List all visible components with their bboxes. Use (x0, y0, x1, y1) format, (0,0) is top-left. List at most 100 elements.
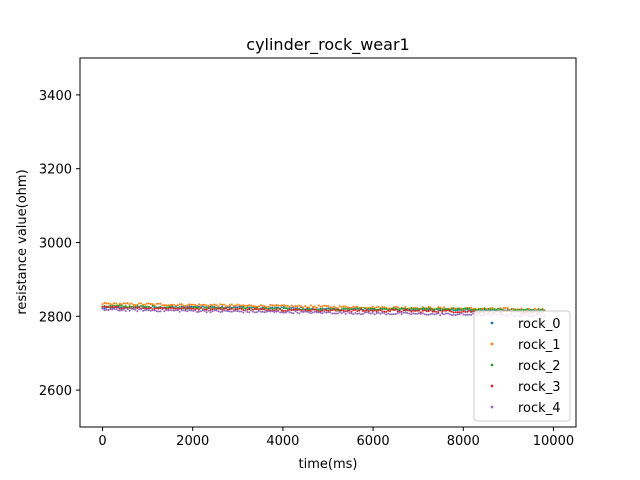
data-point (244, 309, 247, 312)
data-point (414, 312, 417, 315)
data-point (161, 308, 164, 311)
data-point (385, 313, 388, 316)
x-axis-label: time(ms) (299, 457, 358, 472)
data-point (153, 304, 156, 307)
data-point (364, 307, 366, 310)
data-point (227, 308, 229, 311)
data-point (194, 309, 197, 312)
data-point (458, 309, 461, 311)
data-point (153, 309, 156, 312)
data-point (381, 307, 384, 310)
data-point (275, 304, 278, 306)
data-point (207, 307, 210, 310)
data-point (113, 307, 116, 310)
data-point (317, 309, 320, 311)
data-point (118, 309, 121, 312)
data-point (101, 307, 104, 310)
data-point (273, 311, 276, 313)
data-point (103, 309, 106, 312)
data-point (464, 307, 467, 310)
data-point (350, 310, 353, 313)
data-point (113, 302, 116, 305)
data-point (275, 310, 278, 313)
data-point (464, 313, 467, 316)
data-point (309, 310, 312, 312)
data-point (221, 305, 224, 308)
data-point (284, 310, 287, 312)
data-point (147, 305, 150, 308)
data-point (124, 310, 127, 313)
data-point (242, 304, 245, 307)
data-point (263, 305, 266, 308)
data-point (470, 306, 473, 309)
data-point (387, 309, 390, 312)
data-point (103, 302, 106, 304)
data-point (491, 308, 494, 311)
data-point (205, 304, 208, 307)
data-point (282, 304, 285, 307)
data-point (292, 312, 295, 315)
data-point (113, 304, 116, 307)
y-tick-label: 2800 (39, 310, 72, 325)
data-point (383, 310, 386, 313)
data-point (228, 310, 231, 313)
data-point (265, 306, 268, 309)
data-point (474, 308, 476, 311)
data-point (230, 310, 233, 313)
data-point (412, 312, 415, 315)
data-point (282, 307, 285, 310)
data-point (333, 308, 336, 311)
data-point (196, 307, 199, 310)
data-point (379, 307, 382, 310)
data-point (130, 302, 133, 305)
data-point (140, 302, 143, 305)
data-point (157, 302, 160, 305)
data-point (479, 307, 482, 310)
data-point (402, 311, 405, 314)
data-point (184, 305, 187, 307)
data-point (419, 311, 422, 314)
data-point (232, 304, 235, 307)
data-point (381, 311, 384, 314)
data-point (169, 305, 172, 308)
data-point (360, 313, 363, 316)
data-point (371, 310, 374, 313)
data-point (134, 303, 137, 306)
data-point (423, 313, 426, 316)
data-point (161, 306, 164, 309)
data-point (250, 307, 253, 309)
data-point (466, 310, 469, 313)
data-point (362, 310, 364, 312)
data-point (472, 308, 474, 311)
data-point (441, 308, 444, 311)
data-point (344, 307, 347, 310)
data-point (203, 310, 206, 312)
data-point (223, 309, 226, 312)
data-point (375, 306, 378, 309)
data-point (304, 308, 307, 311)
data-point (421, 307, 424, 310)
data-point (213, 307, 216, 310)
data-point (325, 307, 328, 310)
data-point (219, 307, 222, 310)
legend-label: rock_2 (518, 359, 560, 374)
data-point (456, 313, 459, 316)
data-point (371, 307, 374, 310)
y-tick-label: 3000 (39, 237, 72, 252)
data-point (277, 310, 280, 313)
data-point (304, 310, 307, 313)
data-point (296, 305, 299, 308)
data-point (265, 310, 268, 313)
data-point (364, 311, 366, 314)
data-point (279, 308, 282, 311)
data-point (234, 304, 237, 307)
data-point (194, 304, 197, 306)
data-point (402, 309, 405, 312)
data-point (298, 304, 301, 307)
legend-label: rock_4 (518, 401, 560, 416)
data-point (252, 308, 255, 311)
data-point (410, 309, 413, 312)
data-point (371, 305, 374, 308)
data-point (169, 304, 172, 306)
data-point (354, 306, 357, 309)
